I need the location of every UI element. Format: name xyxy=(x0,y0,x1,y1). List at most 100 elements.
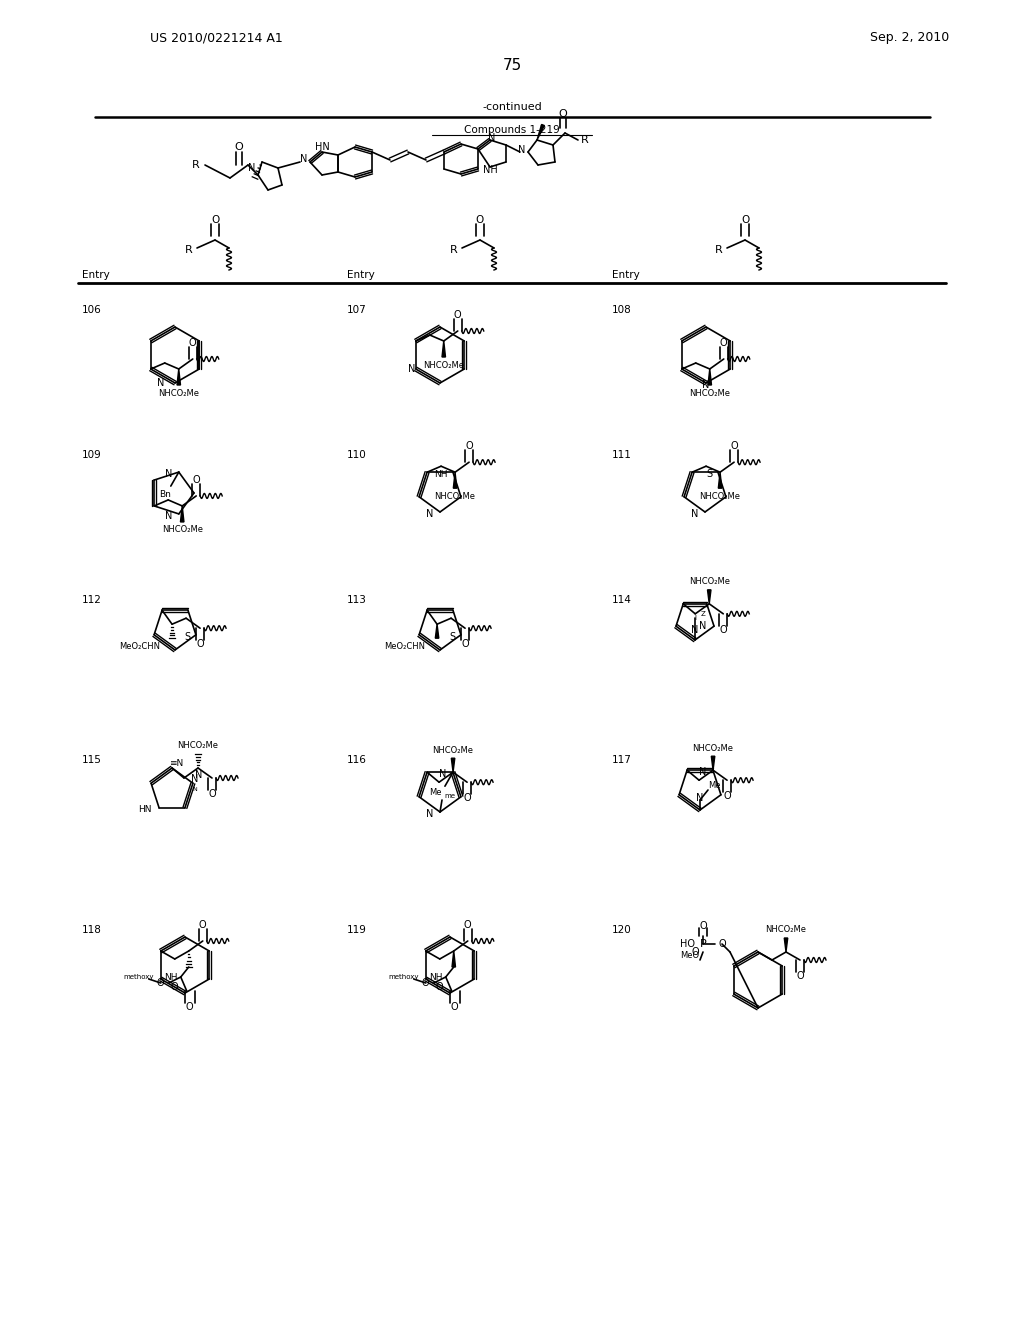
Text: NHCO₂Me: NHCO₂Me xyxy=(699,492,740,500)
Text: O: O xyxy=(691,946,698,957)
Text: I: I xyxy=(694,615,696,620)
Text: Entry: Entry xyxy=(612,271,640,280)
Polygon shape xyxy=(718,473,722,488)
Text: MeO₂CHN: MeO₂CHN xyxy=(120,642,161,651)
Text: N: N xyxy=(696,793,703,803)
Text: O: O xyxy=(730,441,738,451)
Text: S: S xyxy=(707,469,713,479)
Text: O: O xyxy=(193,475,200,484)
Text: O: O xyxy=(464,920,472,931)
Text: N: N xyxy=(426,510,434,519)
Text: 106: 106 xyxy=(82,305,101,315)
Text: NHCO₂Me: NHCO₂Me xyxy=(159,388,200,397)
Text: R: R xyxy=(451,246,458,255)
Text: methoxy: methoxy xyxy=(124,974,154,979)
Text: O: O xyxy=(720,338,728,348)
Text: O: O xyxy=(718,939,726,949)
Text: NHCO₂Me: NHCO₂Me xyxy=(162,525,203,535)
Polygon shape xyxy=(708,370,712,385)
Text: O: O xyxy=(422,978,429,987)
Text: N: N xyxy=(191,775,199,784)
Text: 112: 112 xyxy=(82,595,101,605)
Text: O: O xyxy=(197,639,204,649)
Text: 118: 118 xyxy=(82,925,101,935)
Text: N: N xyxy=(702,380,710,389)
Text: NHCO₂Me: NHCO₂Me xyxy=(689,577,730,586)
Polygon shape xyxy=(537,124,545,140)
Text: O: O xyxy=(208,789,216,799)
Text: O: O xyxy=(186,1002,194,1012)
Text: O: O xyxy=(741,215,750,224)
Text: O: O xyxy=(199,920,207,931)
Text: O: O xyxy=(463,793,471,803)
Polygon shape xyxy=(435,624,439,638)
Text: 111: 111 xyxy=(612,450,632,459)
Text: NHCO₂Me: NHCO₂Me xyxy=(432,746,473,755)
Text: N: N xyxy=(300,154,307,164)
Text: 117: 117 xyxy=(612,755,632,766)
Text: methoxy: methoxy xyxy=(388,974,419,979)
Text: S: S xyxy=(185,632,191,642)
Text: 107: 107 xyxy=(347,305,367,315)
Text: 109: 109 xyxy=(82,450,101,459)
Text: S: S xyxy=(450,632,456,642)
Text: Compounds 1-219: Compounds 1-219 xyxy=(464,125,560,135)
Text: O: O xyxy=(465,441,473,451)
Text: 75: 75 xyxy=(503,58,521,73)
Text: N: N xyxy=(699,767,707,777)
Text: O: O xyxy=(189,338,197,348)
Text: O: O xyxy=(157,978,165,987)
Text: NH: NH xyxy=(429,973,442,982)
Text: O: O xyxy=(559,110,567,119)
Text: Entry: Entry xyxy=(82,271,110,280)
Text: Me: Me xyxy=(708,781,720,791)
Text: O: O xyxy=(454,310,462,319)
Text: 114: 114 xyxy=(612,595,632,605)
Text: N: N xyxy=(699,620,707,631)
Text: NHCO₂Me: NHCO₂Me xyxy=(689,388,730,397)
Text: N: N xyxy=(409,364,416,374)
Text: R: R xyxy=(715,246,723,255)
Text: 116: 116 xyxy=(347,755,367,766)
Text: Sep. 2, 2010: Sep. 2, 2010 xyxy=(870,32,949,45)
Polygon shape xyxy=(180,506,184,521)
Text: N: N xyxy=(158,378,165,388)
Text: 120: 120 xyxy=(612,925,632,935)
Text: O: O xyxy=(461,639,469,649)
Text: HN: HN xyxy=(138,805,152,814)
Text: R: R xyxy=(193,160,200,170)
Text: NHCO₂Me: NHCO₂Me xyxy=(434,492,475,500)
Text: -continued: -continued xyxy=(482,102,542,112)
Text: Bn: Bn xyxy=(159,490,171,499)
Text: NHCO₂Me: NHCO₂Me xyxy=(766,925,807,935)
Text: N: N xyxy=(248,162,256,173)
Text: P: P xyxy=(699,939,707,949)
Polygon shape xyxy=(784,939,787,952)
Text: NH: NH xyxy=(164,973,177,982)
Text: me: me xyxy=(444,793,456,799)
Text: R: R xyxy=(582,135,589,145)
Text: NHCO₂Me: NHCO₂Me xyxy=(423,360,464,370)
Text: 115: 115 xyxy=(82,755,101,766)
Text: N: N xyxy=(691,510,698,519)
Text: NH: NH xyxy=(482,165,498,176)
Text: 119: 119 xyxy=(347,925,367,935)
Text: O: O xyxy=(171,982,178,993)
Text: O: O xyxy=(723,791,731,801)
Text: N: N xyxy=(488,133,496,143)
Text: O: O xyxy=(234,143,244,152)
Text: NHCO₂Me: NHCO₂Me xyxy=(692,743,733,752)
Text: O: O xyxy=(476,215,484,224)
Text: NH: NH xyxy=(434,470,447,479)
Polygon shape xyxy=(712,756,715,770)
Text: MeO: MeO xyxy=(680,952,699,961)
Text: 113: 113 xyxy=(347,595,367,605)
Polygon shape xyxy=(177,370,180,385)
Text: N: N xyxy=(193,787,198,792)
Polygon shape xyxy=(452,950,456,968)
Text: N: N xyxy=(196,770,203,780)
Text: Z: Z xyxy=(700,611,706,616)
Text: N: N xyxy=(165,469,172,479)
Text: N: N xyxy=(518,145,525,154)
Polygon shape xyxy=(708,590,711,603)
